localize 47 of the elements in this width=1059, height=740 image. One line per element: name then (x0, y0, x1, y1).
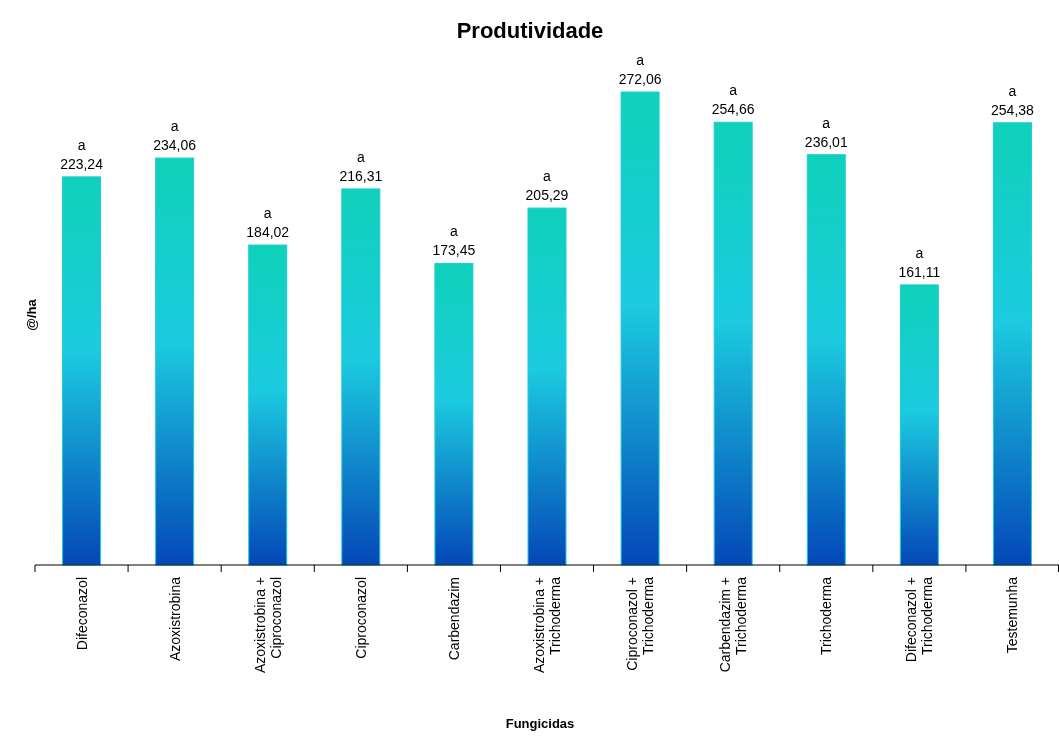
x-axis-title: Fungicidas (505, 716, 575, 731)
data-label: 173,45 (432, 242, 476, 259)
x-tick-label: Difeconazol (73, 577, 90, 651)
data-label: 236,01 (804, 133, 848, 150)
x-tick-label: Ciproconazol (352, 577, 369, 659)
chart-title: Produtividade (456, 18, 604, 43)
bar (899, 284, 939, 566)
x-tick-label: Azoxistrobina (166, 576, 183, 662)
annotation: a (356, 148, 365, 165)
data-label: 223,24 (60, 155, 104, 172)
x-tick-label: Ciproconazol + Trichoderma (624, 576, 657, 671)
bar (434, 262, 474, 566)
x-tick-label: Difeconazol + Trichoderma (903, 576, 936, 663)
y-axis-title: @/ha (24, 298, 39, 331)
bar (62, 176, 102, 566)
x-tick-label: Testemunha (1004, 576, 1021, 654)
annotation: a (543, 168, 552, 185)
annotation: a (636, 52, 645, 68)
annotation: a (450, 223, 459, 240)
bar (155, 157, 195, 566)
annotation: a (1008, 82, 1017, 99)
x-tick-label: Carbendazim (445, 577, 462, 661)
bar (620, 91, 660, 566)
data-label: 205,29 (525, 187, 569, 204)
annotation: a (822, 114, 831, 131)
annotation: a (170, 118, 179, 135)
bar (713, 121, 753, 566)
data-label: 272,06 (618, 71, 662, 87)
data-label: 254,66 (711, 101, 755, 118)
x-tick-label: Azoxistrobina + Trichoderma (531, 576, 563, 674)
data-label: 254,38 (991, 101, 1035, 118)
bar (527, 207, 567, 566)
annotation: a (729, 82, 738, 99)
data-label: 234,06 (153, 137, 197, 154)
bar (248, 244, 288, 566)
bar (806, 154, 846, 566)
bar (992, 122, 1032, 566)
data-label: 184,02 (246, 224, 290, 241)
annotation: a (263, 205, 272, 222)
x-tick-label: Carbendazim + Trichoderma (717, 576, 750, 673)
annotation: a (915, 244, 924, 261)
data-label: 216,31 (339, 167, 383, 184)
x-tick-label: Trichoderma (818, 576, 835, 656)
data-label: 161,11 (898, 263, 941, 280)
bar (341, 188, 381, 566)
x-tick-label: Azoxistrobina + Ciproconazol (251, 577, 284, 674)
annotation: a (77, 136, 86, 153)
